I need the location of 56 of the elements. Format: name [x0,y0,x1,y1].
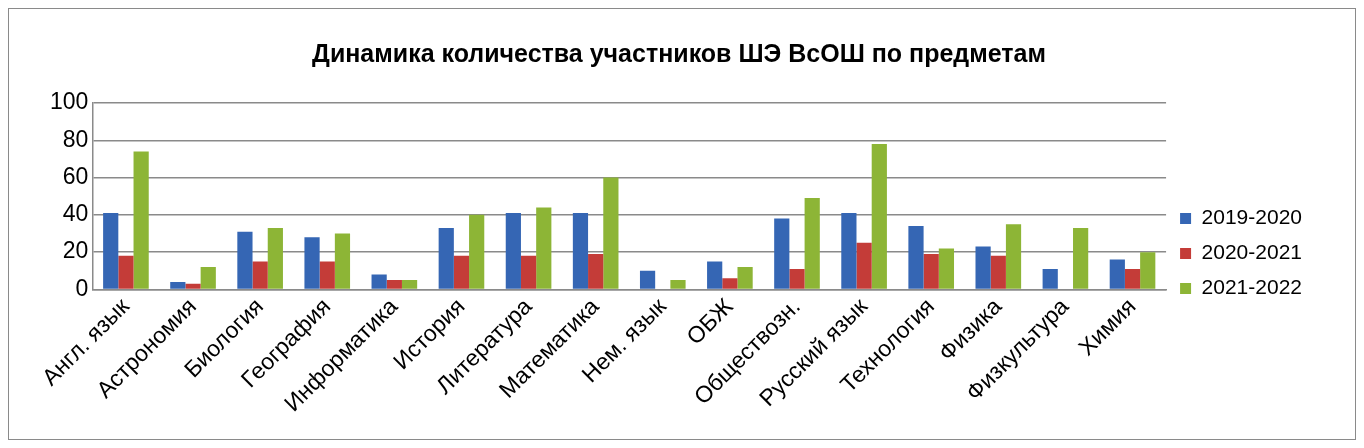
bar [923,254,939,289]
bar [707,261,723,289]
bar [520,255,537,289]
bar [804,198,820,289]
y-tick-label: 20 [62,237,89,264]
y-tick-label: 40 [62,200,89,227]
bar [1073,227,1089,289]
bar [990,255,1006,289]
bar [1005,224,1022,289]
bar [938,248,955,289]
bar [401,280,418,289]
bar [334,233,351,289]
bar [267,227,283,289]
y-tick-label: 80 [62,125,89,152]
bar [304,237,320,289]
bar [856,242,872,289]
legend-label: 2019-2020 [1201,205,1303,229]
legend-label: 2021-2022 [1201,275,1303,299]
bar [237,231,253,289]
bar [469,214,485,289]
legend-label: 2020-2021 [1201,240,1303,264]
chart-title: Динамика количества участников ШЭ ВсОШ по предметам [312,38,1046,67]
bar [536,207,552,289]
bar [639,270,656,289]
bar [975,246,991,289]
bar [572,212,589,289]
bar [371,274,387,289]
bar [603,177,619,289]
bar [737,267,753,289]
bar [1109,259,1125,289]
y-tick-label: 0 [75,274,89,301]
bar [170,281,186,289]
bar [133,151,149,289]
bar [841,212,857,289]
bar [319,261,335,289]
bar [1140,252,1156,289]
bar [103,212,119,289]
bar [1042,268,1058,289]
bar [670,280,686,289]
bar [1124,268,1141,289]
bar [722,278,738,289]
bar [386,280,402,289]
bar [118,255,134,289]
y-tick-label: 60 [62,162,89,189]
bar [453,255,470,289]
bar [438,227,454,289]
bar [908,226,924,289]
bar [505,212,521,289]
bar [774,218,790,289]
bar [588,254,604,289]
bar [789,268,805,289]
bar [200,267,216,289]
bar [871,144,887,289]
bar [252,261,268,289]
y-tick-label: 100 [50,88,89,115]
bar [185,283,201,289]
